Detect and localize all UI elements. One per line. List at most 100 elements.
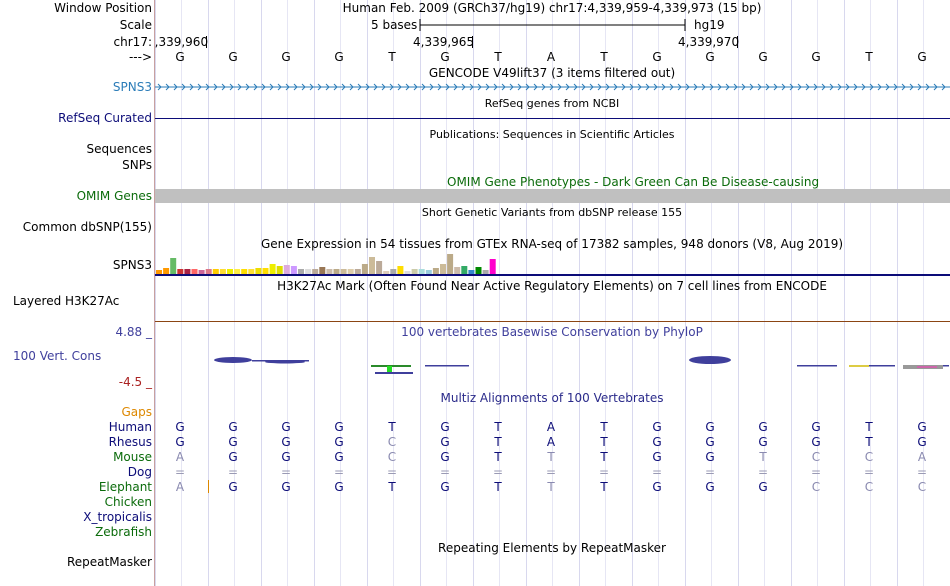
alignment-row [155,510,950,525]
alignment-base: = [174,465,186,479]
omim-track-label[interactable]: OMIM Genes [76,189,152,203]
species-label-x-tropicalis[interactable]: X_tropicalis [83,510,152,524]
gtex-tissue-bar[interactable] [184,269,191,274]
species-label-human[interactable]: Human [108,420,152,434]
alignment-base: G [440,450,450,464]
gtex-tissue-bar[interactable] [454,267,461,274]
gtex-tissue-bar[interactable] [390,269,397,274]
gtex-tissue-bar[interactable] [262,268,269,274]
alignment-base: G [652,450,662,464]
sequence-base: T [388,50,396,64]
phylop-track-label[interactable]: 100 Vert. Cons [13,349,102,363]
alignment-base: C [917,480,927,494]
gtex-tissue-bar[interactable] [461,266,468,274]
phylop-conservation-plot[interactable] [155,350,950,380]
gtex-tissue-bar[interactable] [212,269,219,274]
h3k27ac-track-title: H3K27Ac Mark (Often Found Near Active Re… [277,279,827,293]
gtex-bar-chart[interactable] [155,250,950,275]
omim-phenotype-bar[interactable] [155,189,950,203]
alignment-base: = [386,465,398,479]
gtex-tissue-bar[interactable] [283,265,290,274]
gtex-tissue-bar[interactable] [156,270,162,274]
strand-arrow [157,83,162,91]
alignment-base: G [334,450,344,464]
gtex-tissue-bar[interactable] [205,269,212,274]
gencode-gene-spns3[interactable] [155,81,950,93]
gtex-tissue-bar[interactable] [482,270,489,274]
gtex-tissue-bar[interactable] [425,270,432,274]
gtex-tissue-bar[interactable] [475,267,482,274]
gtex-tissue-bar[interactable] [383,271,390,274]
track-data-area[interactable]: Human Feb. 2009 (GRCh37/hg19) chr17:4,33… [155,0,950,586]
gtex-tissue-bar[interactable] [418,269,425,274]
species-label-chicken[interactable]: Chicken [104,495,152,509]
gtex-tissue-bar[interactable] [340,269,347,274]
publications-track-label[interactable]: Sequences [86,142,152,156]
gtex-tissue-bar[interactable] [361,264,368,274]
gtex-tissue-bar[interactable] [447,254,454,274]
gtex-tissue-bar[interactable] [219,269,226,274]
alignment-base: T [494,420,502,434]
gtex-tissue-bar[interactable] [255,268,262,274]
gtex-tissue-bar[interactable] [290,266,297,274]
species-label-mouse[interactable]: Mouse [113,450,152,464]
gtex-tissue-bar[interactable] [354,269,361,274]
dbsnp-track-label[interactable]: Common dbSNP(155) [22,220,152,234]
strand-arrow [333,83,338,91]
gtex-tissue-bar[interactable] [241,269,248,274]
alignment-base: G [705,435,715,449]
species-label-elephant[interactable]: Elephant [98,480,152,494]
gtex-tissue-bar[interactable] [305,269,312,274]
gtex-tissue-bar[interactable] [276,266,283,274]
coordinate-label: 4,339,960 [155,35,209,49]
gtex-tissue-bar[interactable] [227,269,233,274]
refseq-track-label[interactable]: RefSeq Curated [58,111,152,125]
alignment-base: T [865,435,873,449]
strand-arrow [189,83,194,91]
alignment-base: A [917,450,927,464]
gtex-tissue-bar[interactable] [170,258,177,274]
gtex-tissue-bar[interactable] [248,269,255,274]
strand-arrow [821,83,826,91]
sequence-base: G [652,50,662,64]
gtex-tissue-bar[interactable] [191,269,198,274]
species-label-zebrafish[interactable]: Zebrafish [95,525,152,539]
gtex-tissue-bar[interactable] [234,269,241,274]
gtex-tissue-bar[interactable] [397,266,404,274]
refseq-track-title: RefSeq genes from NCBI [484,97,620,110]
gtex-tissue-bar[interactable] [198,270,205,274]
gtex-tissue-bar[interactable] [163,268,170,274]
h3k27ac-track-label[interactable]: Layered H3K27Ac [13,294,120,308]
gtex-tissue-bar[interactable] [326,269,333,274]
gtex-tissue-bar[interactable] [319,267,326,274]
gencode-track-label[interactable]: SPNS3 [112,80,152,94]
gtex-tissue-bar[interactable] [177,269,184,274]
gtex-tissue-bar[interactable] [369,257,375,274]
strand-arrow [501,83,506,91]
coordinate-tick [206,36,207,48]
refseq-gene-line[interactable] [155,118,950,119]
species-label-rhesus[interactable]: Rhesus [108,435,152,449]
chrom-label: chr17: [113,35,152,49]
gtex-tissue-bar[interactable] [347,269,354,274]
gtex-tissue-bar[interactable] [376,261,383,274]
gtex-tissue-bar[interactable] [440,264,446,274]
repeatmasker-track-label[interactable]: RepeatMasker [66,555,152,569]
gtex-tissue-bar[interactable] [269,264,276,274]
gtex-tissue-bar[interactable] [312,269,319,274]
alignment-gap-marker [208,480,209,493]
gtex-track-title: Gene Expression in 54 tissues from GTEx … [260,237,844,251]
species-label-dog[interactable]: Dog [127,465,152,479]
gtex-tissue-bar[interactable] [411,269,418,274]
sequence-base: G [758,50,768,64]
strand-arrow [869,83,874,91]
gtex-tissue-bar[interactable] [333,269,340,274]
gtex-tissue-bar[interactable] [468,270,475,274]
gtex-tissue-bar[interactable] [298,269,304,274]
snps-track-label[interactable]: SNPs [122,158,152,172]
gtex-tissue-bar[interactable] [489,259,496,274]
gtex-tissue-bar[interactable] [404,271,411,274]
strand-arrow [829,83,834,91]
gtex-track-label[interactable]: SPNS3 [112,258,152,272]
gtex-tissue-bar[interactable] [432,268,439,274]
